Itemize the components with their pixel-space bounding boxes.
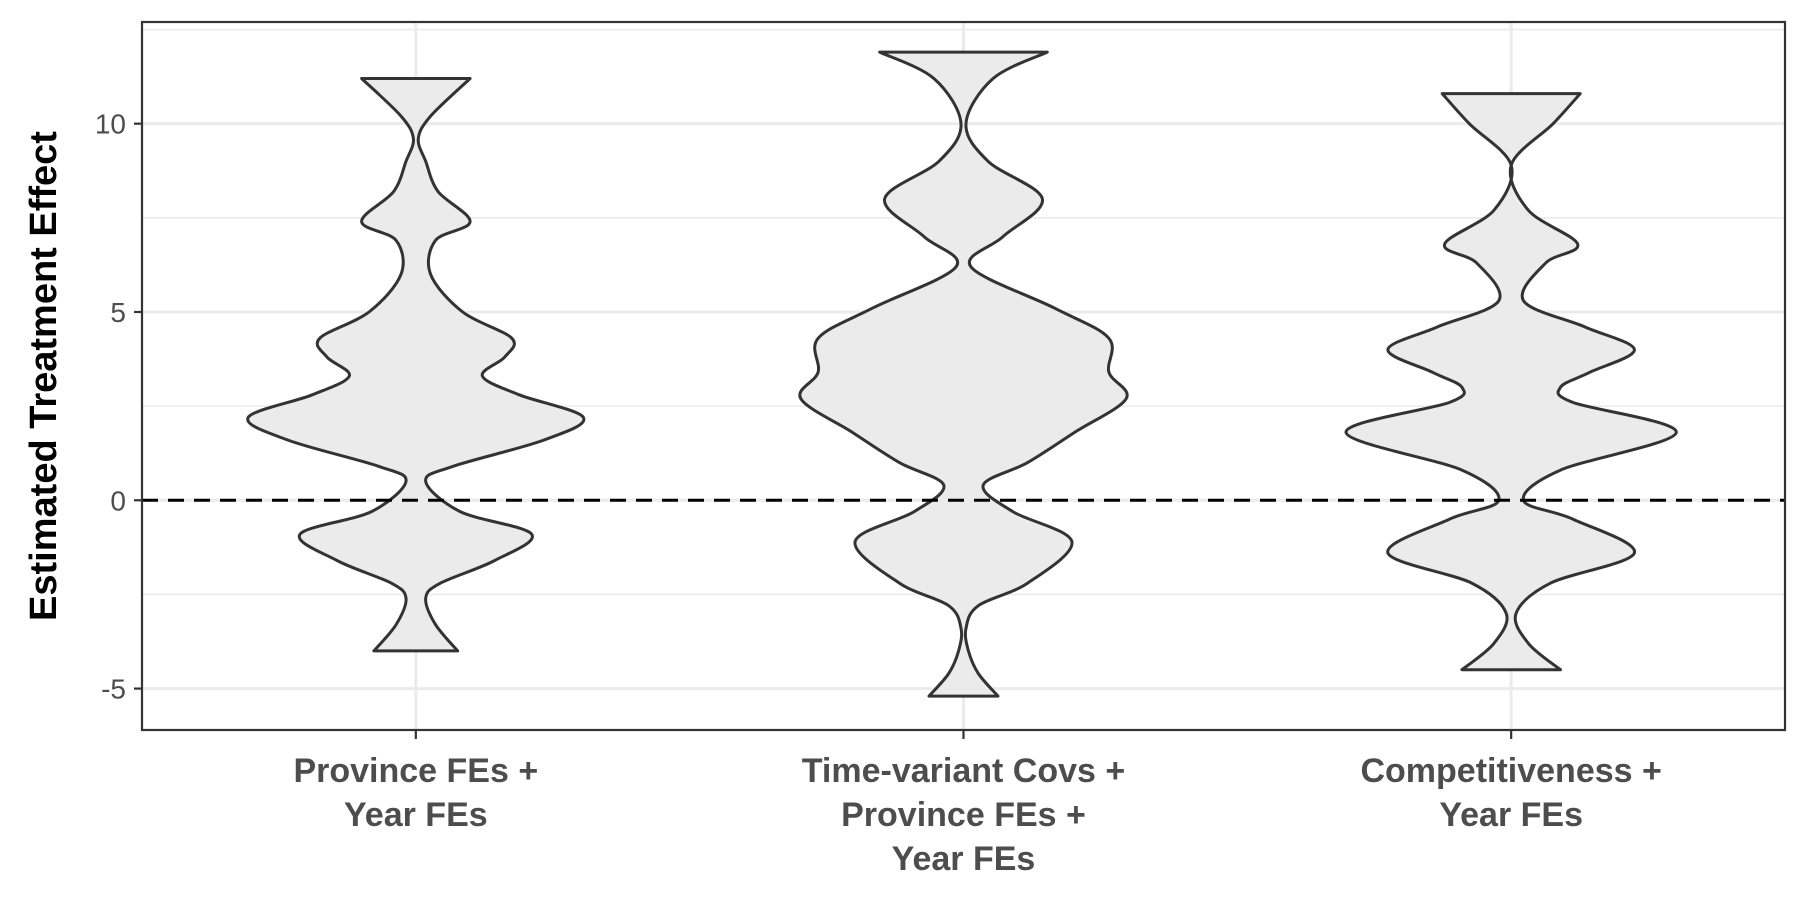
- x-tick-label-line: Year FEs: [892, 840, 1036, 878]
- y-tick-label: 10: [95, 109, 126, 140]
- y-axis-title: Estimated Treatment Effect: [23, 131, 65, 621]
- y-tick-label: 5: [110, 297, 126, 328]
- violin-3: [1344, 92, 1678, 672]
- y-tick-label: -5: [101, 674, 126, 705]
- violins: [246, 50, 1678, 698]
- y-tick-label: 0: [110, 485, 126, 516]
- x-tick-label: Competitiveness + Year FEs: [1360, 752, 1661, 834]
- x-tick-label-line: Time-variant Covs +: [802, 752, 1125, 790]
- x-tick-label-line: Province FEs +: [293, 752, 538, 790]
- x-tick-label-line: Year FEs: [344, 796, 488, 834]
- violin-2: [798, 50, 1129, 698]
- y-axis: -5 0 5 10: [95, 109, 142, 705]
- x-tick-label-line: Year FEs: [1439, 796, 1583, 834]
- violin-1: [246, 77, 586, 653]
- x-tick-label: Province FEs + Year FEs: [293, 752, 538, 834]
- x-tick-label-line: Province FEs +: [841, 796, 1086, 834]
- x-tick-label: Time-variant Covs + Province FEs + Year FE…: [802, 752, 1125, 878]
- x-tick-label-line: Competitiveness +: [1360, 752, 1661, 790]
